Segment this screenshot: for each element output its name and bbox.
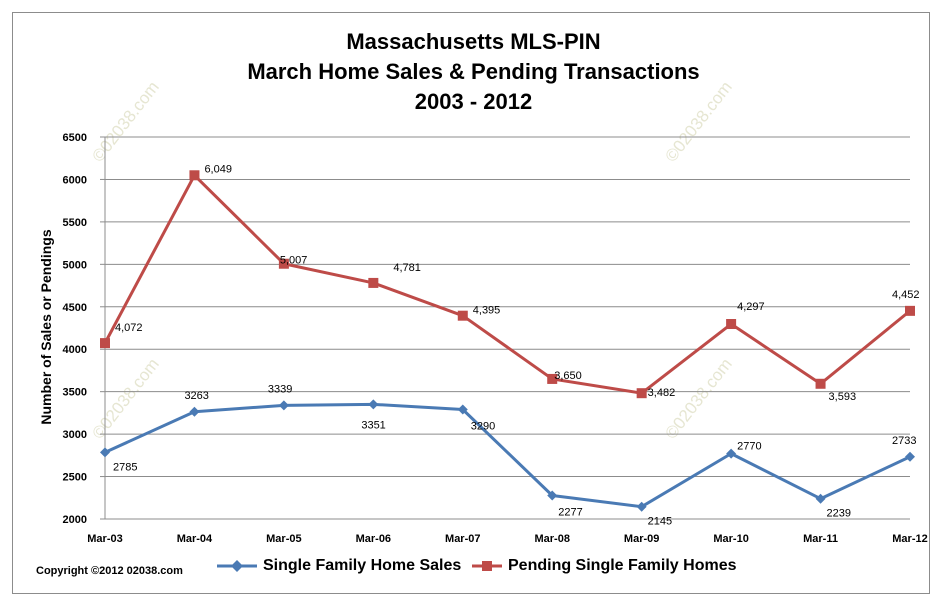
x-tick-labels: Mar-03 Mar-04 Mar-05 Mar-06 Mar-07 Mar-08 Mar-… xyxy=(87,533,927,545)
data-point xyxy=(636,501,647,512)
data-label: 4,781 xyxy=(393,262,421,274)
data-label: 3351 xyxy=(361,419,385,431)
data-label: 3,650 xyxy=(554,370,582,382)
data-point xyxy=(278,258,289,269)
y-tick-6000: 6000 xyxy=(63,174,87,186)
series-pending: 4,072 6,049 5,007 4,781 4,395 3,650 3,482 4,297… xyxy=(100,163,920,403)
data-point xyxy=(905,451,915,462)
y-tick-4500: 4500 xyxy=(63,302,87,314)
data-point xyxy=(100,338,110,349)
legend-marker-sales xyxy=(217,560,257,572)
data-label: 3263 xyxy=(184,390,208,402)
data-label: 2145 xyxy=(648,516,672,528)
y-tick-2500: 2500 xyxy=(63,472,87,484)
legend-label-sales: Single Family Home Sales xyxy=(263,557,462,574)
data-point xyxy=(457,404,468,415)
y-axis-label: Number of Sales or Pendings xyxy=(38,229,54,424)
watermark-1: ©02038.com xyxy=(88,78,162,166)
data-label: 3290 xyxy=(471,420,495,432)
data-label: 3,593 xyxy=(829,391,857,403)
watermark-2: ©02038.com xyxy=(661,78,735,166)
data-label: 3339 xyxy=(268,383,292,395)
x-tick-Mar-10: Mar-10 xyxy=(713,533,748,545)
data-point xyxy=(457,310,468,321)
data-point xyxy=(726,319,737,330)
chart-title-line-2: March Home Sales & Pending Transactions xyxy=(247,59,700,84)
series-sales: 2785 3263 3339 3351 3290 2277 2145 2770 2239 2733 xyxy=(100,383,916,528)
data-point xyxy=(815,378,826,389)
data-point xyxy=(636,388,647,399)
data-point xyxy=(189,406,200,417)
x-tick-Mar-12: Mar-12 xyxy=(892,533,927,545)
axes xyxy=(100,136,910,520)
data-point xyxy=(815,493,826,504)
data-point xyxy=(726,448,737,459)
x-tick-Mar-11: Mar-11 xyxy=(803,533,838,545)
data-label: 2277 xyxy=(558,506,582,518)
data-label: 2770 xyxy=(737,441,761,453)
data-point xyxy=(905,305,915,316)
watermarks: ©02038.com ©02038.com©02038.com ©02038.com xyxy=(88,78,735,443)
y-tick-labels: 2000 2500 3000 3500 4000 4500 5000 5500 6000 6500 xyxy=(63,132,87,526)
x-tick-Mar-08: Mar-08 xyxy=(534,533,569,545)
series-group: 2785 3263 3339 3351 3290 2277 2145 2770 2239 2733… xyxy=(100,163,920,528)
data-point xyxy=(278,400,289,411)
legend-label-pending: Pending Single Family Homes xyxy=(508,557,737,574)
chart-title-line-3: 2003 - 2012 xyxy=(414,89,533,114)
data-label: 2239 xyxy=(827,508,851,520)
data-label: 5,007 xyxy=(280,255,308,267)
data-point xyxy=(547,490,558,501)
y-tick-2000: 2000 xyxy=(63,514,87,526)
data-point xyxy=(100,447,110,458)
data-label: 2733 xyxy=(892,435,916,447)
x-tick-Mar-04: Mar-04 xyxy=(177,533,213,545)
series-line xyxy=(104,402,911,509)
chart-frame xyxy=(12,12,930,594)
legend-item-pending: Pending Single Family Homes xyxy=(472,557,737,575)
y-tick-6500: 6500 xyxy=(63,132,87,144)
copyright-text: Copyright ©2012 02038.com xyxy=(36,565,183,577)
watermark-3: ©02038.com xyxy=(88,355,162,443)
data-label: 3,482 xyxy=(648,387,676,399)
gridlines xyxy=(105,136,910,478)
x-tick-Mar-03: Mar-03 xyxy=(87,533,122,545)
y-tick-5000: 5000 xyxy=(63,259,87,271)
x-tick-Mar-09: Mar-09 xyxy=(624,533,659,545)
y-tick-4000: 4000 xyxy=(63,344,87,356)
data-label: 4,072 xyxy=(115,322,143,334)
series-line xyxy=(103,173,911,395)
y-tick-3000: 3000 xyxy=(63,429,87,441)
data-label: 4,297 xyxy=(737,301,765,313)
data-label: 2785 xyxy=(113,461,137,473)
legend-item-sales: Single Family Home Sales xyxy=(217,557,461,575)
data-point xyxy=(547,373,558,384)
data-point xyxy=(368,399,379,410)
data-label: 4,452 xyxy=(892,289,920,301)
chart-title: Massachusetts MLS-PIN March Home Sales &… xyxy=(0,27,947,117)
y-tick-3500: 3500 xyxy=(63,387,87,399)
legend-marker-pending xyxy=(472,561,502,571)
chart-title-line-1: Massachusetts MLS-PIN xyxy=(346,29,601,54)
y-tick-5500: 5500 xyxy=(63,217,87,229)
x-tick-Mar-07: Mar-07 xyxy=(445,533,480,545)
data-point xyxy=(368,277,379,288)
x-tick-Mar-05: Mar-05 xyxy=(266,533,301,545)
data-label: 6,049 xyxy=(204,163,232,175)
x-tick-Mar-06: Mar-06 xyxy=(356,533,391,545)
data-point xyxy=(189,170,200,181)
data-label: 4,395 xyxy=(473,305,501,317)
